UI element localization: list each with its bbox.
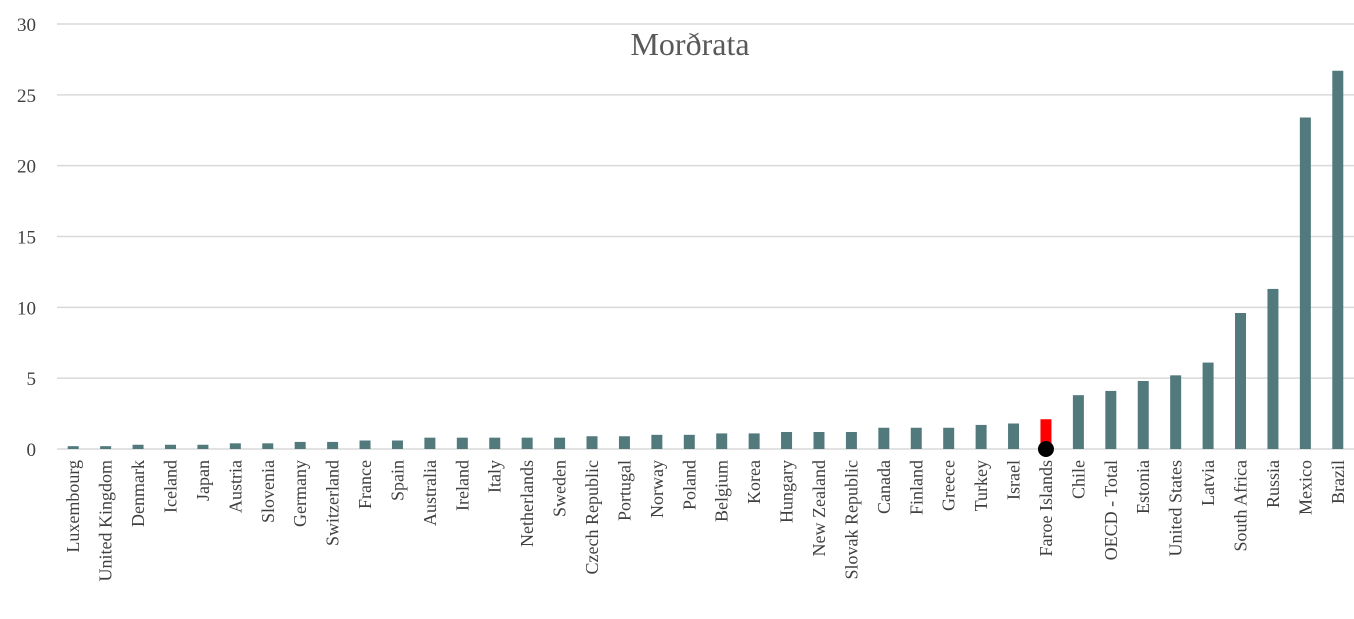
y-tick-label: 20 [17,157,36,178]
x-tick-label: Netherlands [517,460,537,547]
bar [67,446,79,449]
x-tick-label: OECD - Total [1101,460,1121,560]
y-tick-label: 5 [27,369,37,390]
bar [229,443,241,449]
chart-title: Morðrata [630,26,749,62]
bar [359,440,371,449]
x-tick-label: Australia [420,460,440,526]
bar [1299,117,1311,449]
x-tick-label: Finland [906,460,926,515]
bar [781,432,793,449]
x-tick-label: Austria [225,460,245,513]
x-tick-label: Mexico [1295,460,1315,515]
x-tick-label: United States [1166,460,1186,557]
bar [878,427,890,449]
bar [327,441,339,449]
bar [164,444,176,449]
bar [1267,288,1279,449]
x-tick-label: Estonia [1133,460,1153,514]
bar [424,437,436,449]
x-tick-label: Belgium [712,460,732,522]
y-tick-label: 25 [17,86,36,107]
bar [294,441,306,449]
bar [521,437,533,449]
bar [618,436,630,449]
bar [1332,70,1344,449]
bar [489,437,501,449]
x-tick-label: Greece [939,460,959,511]
x-tick-label: Norway [647,460,667,518]
x-tick-label: Israel [1004,460,1024,500]
y-tick-label: 10 [17,298,36,319]
data-point-marker [1037,441,1054,457]
x-tick-label: Sweden [550,460,570,517]
x-tick-label: Luxembourg [63,460,83,553]
bar [1202,362,1214,449]
x-tick-label: Switzerland [323,460,343,546]
bar [1235,313,1247,449]
bar [586,436,598,449]
x-tick-label: Czech Republic [582,460,602,574]
bar [975,424,987,449]
bar [910,427,922,449]
x-tick-label: Chile [1068,460,1088,499]
y-tick-label: 15 [17,228,36,249]
x-tick-label: Germany [290,460,310,527]
bar [1008,423,1020,449]
y-tick-label: 30 [17,15,36,36]
x-tick-label: Portugal [614,460,634,521]
bar [456,437,468,449]
x-tick-label: Hungary [777,460,797,523]
x-tick-label: Iceland [160,460,180,513]
x-tick-label: Italy [485,460,505,493]
gridlines [57,23,1354,450]
x-tick-label: Spain [387,460,407,501]
x-tick-label: Japan [193,460,213,501]
bar [748,433,760,449]
bar [845,432,857,449]
x-tick-label: Russia [1263,460,1283,508]
x-tick-label: Ireland [452,460,472,511]
x-tick-label: Turkey [971,460,991,511]
bar [100,446,112,449]
bar [813,432,825,449]
bar [943,427,955,449]
bar [1137,381,1149,449]
bar [1040,419,1052,449]
y-axis-ticks: 0 5 10 15 20 25 30 [17,15,36,461]
bar [197,444,209,449]
bar [391,440,403,449]
x-tick-label: Poland [679,460,699,510]
bar [262,443,274,449]
x-tick-label: Slovak Republic [841,460,861,580]
y-tick-label: 0 [27,440,37,461]
bars [67,70,1344,457]
bar [651,434,663,449]
bar [554,437,566,449]
x-tick-label: South Africa [1231,460,1251,552]
bar [1170,375,1182,449]
x-tick-label: Brazil [1328,460,1348,504]
x-tick-label: Denmark [128,460,148,527]
x-tick-label: France [355,460,375,509]
bar [1072,395,1084,449]
x-tick-label: Latvia [1198,460,1218,506]
x-tick-label: Slovenia [258,460,278,523]
x-axis-ticks: Luxembourg United Kingdom Denmark Iceland Ja… [63,460,1348,582]
bar [683,434,695,449]
x-tick-label: Canada [874,460,894,514]
x-tick-label: United Kingdom [96,460,116,582]
x-tick-label: Korea [744,460,764,504]
x-tick-label: New Zealand [809,460,829,556]
bar [1105,390,1117,449]
bar [716,433,728,449]
bar [132,444,144,449]
x-tick-label: Faroe Islands [1036,460,1056,556]
